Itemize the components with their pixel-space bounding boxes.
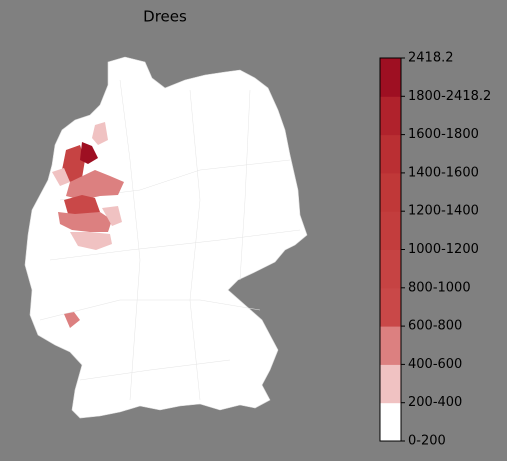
- colorbar-label: 1000-1200: [408, 242, 479, 257]
- region-mid: [64, 312, 80, 328]
- colorbar-segment: [380, 402, 401, 442]
- colorbar-label: 0-200: [408, 434, 446, 449]
- district-lines: [39, 79, 301, 401]
- colorbar-label: 800-1000: [408, 280, 471, 295]
- colorbar-segment: [380, 287, 401, 327]
- colorbar-segment: [380, 326, 401, 365]
- map-title: Drees: [143, 8, 187, 26]
- colorbar-segment: [380, 172, 401, 212]
- region-light: [70, 232, 112, 250]
- colorbar-label: 400-600: [408, 357, 462, 372]
- colorbar-label: 1800-2418.2: [408, 89, 491, 104]
- colorbar-label: 200-400: [408, 395, 462, 410]
- colorbar-segment: [380, 249, 401, 289]
- colorbar-segment: [380, 96, 401, 136]
- colorbar-label: 600-800: [408, 319, 462, 334]
- colorbar-segment: [380, 134, 401, 174]
- colorbar-segment: [380, 58, 401, 97]
- region-mid: [58, 212, 112, 232]
- colorbar-label: 1600-1800: [408, 127, 479, 142]
- country-outline: [24, 56, 308, 419]
- colorbar-label: 1400-1600: [408, 165, 479, 180]
- region-high: [62, 145, 85, 182]
- colorbar: 0-200 200-400 400-600 600-800 800-1000 1000-1…: [379, 51, 491, 449]
- colorbar-segment: [380, 211, 401, 250]
- colorbar-label: 2418.2: [408, 51, 454, 66]
- region-max: [80, 142, 98, 164]
- colorbar-label: 1200-1400: [408, 204, 479, 219]
- colorbar-segment: [380, 364, 401, 404]
- region-light: [52, 168, 70, 186]
- region-light: [92, 122, 108, 145]
- region-high: [64, 195, 100, 218]
- region-mid: [66, 170, 124, 200]
- region-light: [102, 206, 122, 226]
- germany-map: [24, 56, 308, 419]
